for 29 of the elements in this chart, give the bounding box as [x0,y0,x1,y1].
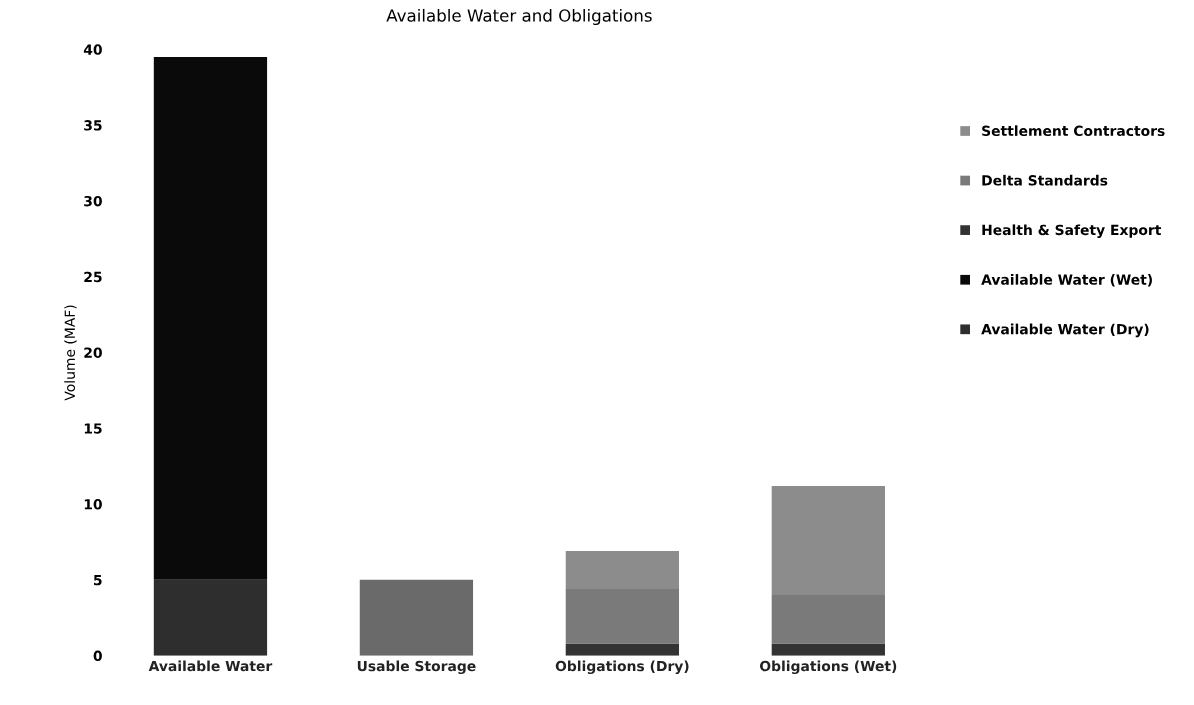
y-axis-title: Volume (MAF) [64,305,77,401]
y-tick-label: 5 [94,575,102,586]
y-tick-label: 40 [83,44,102,55]
x-tick-label: Obligations (Wet) [759,660,897,675]
y-tick-label: 25 [84,271,102,283]
x-tick-label: Obligations (Dry) [555,660,689,675]
legend-label: Settlement Contractors [982,125,1165,137]
bar [153,56,268,580]
legend-label: Delta Standards [982,174,1108,186]
y-tick-label: 10 [84,499,102,510]
bar [771,485,885,596]
legend-label: Health & Safety Export [982,224,1162,238]
bar [565,643,680,656]
y-tick-label: 20 [84,347,102,358]
y-tick-label: 35 [84,120,102,131]
legend-label: Available Water (Dry) [981,323,1149,338]
x-tick-label: Usable Storage [357,660,476,675]
y-tick-label: 0 [93,650,102,662]
bar [359,579,474,656]
legend-label: Available Water (Wet) [981,274,1152,287]
bar [565,551,680,589]
bar [771,595,885,644]
bar [153,579,268,656]
y-tick-label: 30 [84,195,102,207]
chart-title: Available Water and Obligations [386,8,652,26]
y-tick-label: 15 [84,423,102,434]
x-tick-label: Available Water [148,660,273,672]
bar [565,588,680,644]
bar [771,643,885,656]
